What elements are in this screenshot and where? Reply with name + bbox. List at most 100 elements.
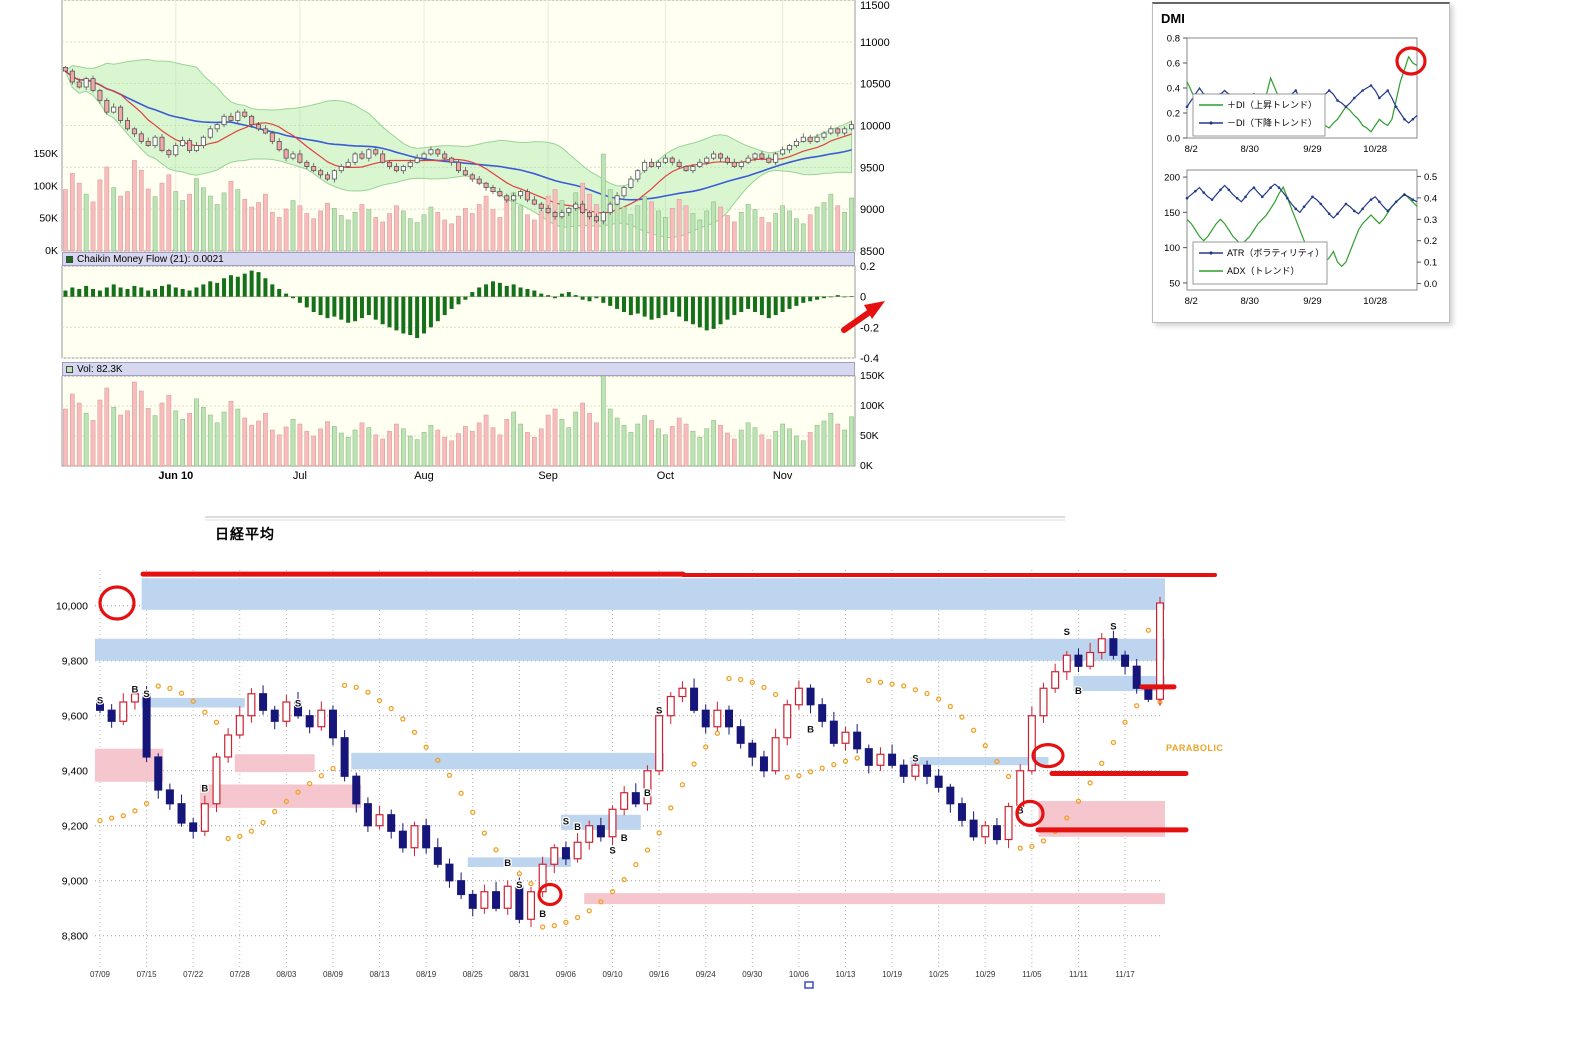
marker-S: S (143, 689, 149, 700)
nikkei-x-label: 08/25 (463, 970, 484, 979)
cmf-panel-title: Chaikin Money Flow (21): 0.0021 (77, 253, 224, 265)
parabolic-label: PARABOLIC (1166, 743, 1223, 753)
nikkei-y-label: 9,400 (62, 765, 88, 777)
vol-panel: 150K 100K 50K 0K (61, 370, 885, 472)
nikkei-y-label: 9,600 (62, 710, 88, 722)
price-axis-label: 10000 (860, 121, 891, 133)
nikkei-x-label: 08/31 (509, 970, 530, 979)
marker-B: B (807, 725, 814, 736)
month-label: Oct (657, 470, 674, 482)
vol-panel-title: Vol: 82.3K (77, 363, 123, 375)
nikkei-x-label: 11/05 (1022, 970, 1042, 979)
nikkei-x-label: 10/13 (835, 970, 856, 979)
nikkei-x-label: 11/17 (1115, 970, 1135, 979)
legend-adx: ADX（トレンド） (1227, 266, 1300, 276)
nikkei-x-label: 08/13 (370, 970, 391, 979)
dmi-y-label: 0.2 (1167, 109, 1180, 120)
atr-y-label: 100 (1164, 243, 1180, 254)
nikkei-x-label: 10/29 (975, 970, 996, 979)
nikkei-chart-canvas: 10,000 9,800 9,600 9,400 9,200 9,000 8,800 07/0… (56, 516, 1223, 989)
nikkei-x-label: 09/10 (603, 970, 624, 979)
red-circle-annotation (1395, 46, 1427, 76)
vol-axis-label: 150K (860, 370, 885, 382)
vol-panel-header: Vol: 82.3K (62, 362, 855, 376)
cmf-axis-label: 0.2 (860, 261, 875, 273)
dmi-y-label: 0.4 (1167, 84, 1180, 95)
marker-S: S (1110, 621, 1116, 632)
month-label: Aug (414, 470, 434, 482)
nikkei-x-label: 09/16 (649, 970, 670, 979)
nikkei-x-label: 10/06 (789, 970, 810, 979)
support-resistance-zones (95, 578, 1166, 905)
atr-y-label: 50 (1169, 278, 1180, 289)
cmf-panel: 0.2 0 -0.2 -0.4 (61, 261, 879, 365)
adx-y-label: 0.5 (1424, 172, 1437, 183)
month-label: Jun 10 (158, 470, 193, 482)
nikkei-x-label: 10/19 (882, 970, 903, 979)
marker-B: B (504, 858, 511, 869)
dmi-x-label: 9/29 (1303, 144, 1322, 155)
dmi-y-label: 0.0 (1167, 134, 1180, 145)
vol-axis-label: 50K (860, 430, 879, 442)
dmi-x-label: 8/30 (1240, 144, 1259, 155)
cmf-axis-label: -0.2 (860, 322, 879, 334)
month-label: Nov (773, 470, 793, 482)
volume-axis-label: 100K (33, 180, 58, 192)
adx-y-label: 0.3 (1424, 215, 1437, 226)
atr-y-label: 150 (1164, 208, 1180, 219)
nikkei-y-label: 9,000 (62, 875, 88, 887)
nikkei-x-label: 11/11 (1069, 970, 1088, 979)
marker-B: B (644, 788, 651, 799)
month-label: Jul (293, 470, 307, 482)
candlesticks (62, 66, 855, 225)
nikkei-candlesticks (95, 596, 1164, 928)
nikkei-x-label: 10/25 (929, 970, 950, 979)
marker-B: B (1017, 806, 1024, 817)
atr-x-label: 10/28 (1363, 296, 1387, 307)
red-annotations: PARABOLIC (98, 571, 1223, 989)
volume-overlay (63, 153, 854, 252)
marker-B: B (201, 784, 208, 795)
marker-B: B (539, 909, 546, 920)
dmi-x-label: 10/28 (1363, 144, 1387, 155)
grid: 10,000 9,800 9,600 9,400 9,200 9,000 8,800 07/0… (56, 516, 1162, 979)
legend-atr: ATR（ボラティリティ） (1227, 248, 1324, 258)
marker-B: B (1075, 686, 1082, 697)
nikkei-y-label: 10,000 (56, 600, 88, 612)
atr-adx-legend: ATR（ボラティリティ） ADX（トレンド） (1192, 241, 1328, 285)
nikkei-x-label: 09/06 (556, 970, 577, 979)
cmf-panel-header: Chaikin Money Flow (21): 0.0021 (62, 252, 855, 266)
vol-axis-label: 0K (860, 460, 873, 472)
marker-B: B (132, 685, 139, 696)
dmi-y-label: 0.8 (1167, 34, 1180, 45)
nikkei-y-label: 9,800 (62, 655, 88, 667)
marker-S: S (656, 705, 662, 716)
nikkei-x-label: 09/30 (742, 970, 763, 979)
dmi-x-label: 8/2 (1185, 144, 1198, 155)
price-axis-label: 9500 (860, 162, 884, 174)
cmf-axis-label: -0.4 (860, 353, 879, 365)
nikkei-x-label: 08/09 (323, 970, 344, 979)
price-axis-label: 9000 (860, 204, 884, 216)
marker-S: S (912, 753, 918, 764)
marker-S: S (563, 817, 569, 828)
cmf-axis-label: 0 (860, 292, 866, 304)
dmi-charts-canvas: 0.8 0.6 0.4 0.2 0.0 8/2 8/30 9/29 10/28 ＋DI（上昇トレン… (1164, 34, 1437, 308)
adx-line (1186, 185, 1418, 268)
atr-y-label: 200 (1164, 173, 1180, 184)
atr-x-label: 8/2 (1185, 296, 1198, 307)
marker-B: B (574, 822, 581, 833)
legend-plus-di: ＋DI（上昇トレンド） (1227, 100, 1317, 110)
marker-S: S (609, 846, 615, 857)
nikkei-y-label: 9,200 (62, 820, 88, 832)
dmi-panel: DMI 0.8 0.6 0.4 0.2 0.0 8/2 8/30 9/29 10/28 ＋DI（上… (1152, 2, 1450, 323)
atr-adx-chart: 200 150 100 50 0.5 0.4 0.3 0.2 0.1 0.0 8/2 8/30 9/29… (1164, 169, 1437, 307)
dmi-y-label: 0.6 (1167, 59, 1180, 70)
volume-axis-label: 50K (39, 213, 58, 225)
nikkei-x-label: 07/28 (230, 970, 251, 979)
nikkei-x-label: 08/03 (276, 970, 297, 979)
marker-S: S (295, 698, 301, 709)
legend-minus-di: －DI（下降トレンド） (1227, 117, 1317, 128)
bollinger-band (64, 58, 853, 239)
